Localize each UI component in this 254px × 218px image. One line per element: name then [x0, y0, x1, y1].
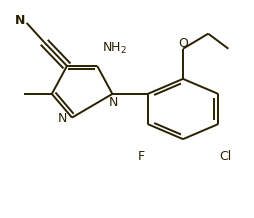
Text: O: O: [177, 37, 187, 50]
Text: Cl: Cl: [219, 150, 231, 163]
Text: N: N: [15, 14, 25, 27]
Text: F: F: [137, 150, 144, 163]
Text: NH$_2$: NH$_2$: [102, 41, 127, 56]
Text: N: N: [57, 112, 67, 125]
Text: N: N: [108, 96, 118, 109]
